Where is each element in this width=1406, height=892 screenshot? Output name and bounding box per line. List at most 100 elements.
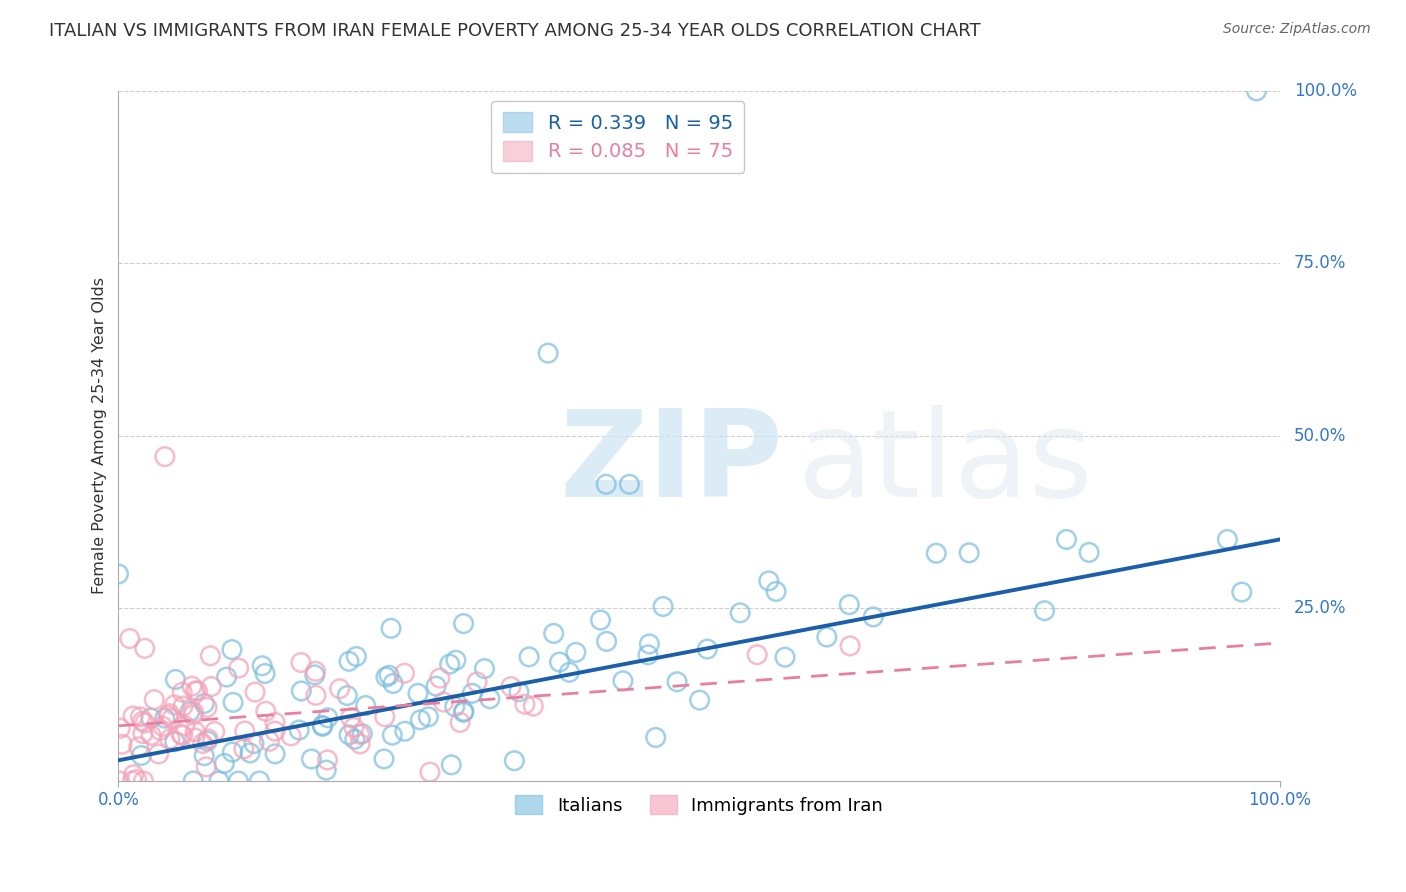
Point [156,708,179,723]
Point [425,679,447,693]
Point [301,752,323,766]
Point [128,739,150,754]
Point [122,768,145,782]
Point [343,732,366,747]
Point [499,680,522,694]
Text: ITALIAN VS IMMIGRANTS FROM IRAN FEMALE POVERTY AMONG 25-34 YEAR OLDS CORRELATION: ITALIAN VS IMMIGRANTS FROM IRAN FEMALE P… [49,22,981,40]
Point [765,584,787,599]
Point [215,670,238,684]
Point [337,728,360,742]
Point [184,684,207,698]
Point [638,637,661,651]
Point [184,724,207,739]
Point [339,711,361,725]
Point [595,634,617,648]
Point [153,711,176,725]
Point [264,747,287,761]
Point [131,748,153,763]
Point [644,731,666,745]
Point [181,679,204,693]
Point [440,757,463,772]
Point [111,737,134,751]
Text: atlas: atlas [797,405,1094,522]
Point [666,674,689,689]
Point [478,691,501,706]
Point [537,346,560,360]
Point [159,732,181,747]
Point [758,574,780,588]
Point [374,709,396,723]
Point [329,681,352,696]
Point [517,649,540,664]
Point [125,772,148,787]
Point [449,715,471,730]
Point [280,729,302,743]
Legend: Italians, Immigrants from Iran: Italians, Immigrants from Iran [506,787,891,823]
Point [163,698,186,712]
Point [453,706,475,720]
Point [343,721,366,735]
Point [1230,585,1253,599]
Point [139,711,162,725]
Point [433,695,456,709]
Point [508,685,530,699]
Point [304,668,326,682]
Point [197,731,219,746]
Text: Source: ZipAtlas.com: Source: ZipAtlas.com [1223,22,1371,37]
Point [419,765,441,780]
Point [316,711,339,725]
Point [195,700,218,714]
Point [543,626,565,640]
Point [181,774,204,789]
Point [1216,533,1239,547]
Point [183,705,205,719]
Point [290,684,312,698]
Point [382,676,405,690]
Point [311,718,333,732]
Point [1033,604,1056,618]
Point [352,727,374,741]
Point [394,724,416,739]
Point [1246,84,1268,98]
Point [728,606,751,620]
Text: 50.0%: 50.0% [1294,427,1346,445]
Point [548,655,571,669]
Point [172,698,194,713]
Point [957,546,980,560]
Point [200,648,222,663]
Point [925,546,948,560]
Point [453,616,475,631]
Point [139,728,162,742]
Point [122,709,145,723]
Point [652,599,675,614]
Point [443,699,465,714]
Point [214,756,236,771]
Point [689,693,711,707]
Point [815,630,838,644]
Point [143,692,166,706]
Point [336,689,359,703]
Point [315,763,337,777]
Point [589,613,612,627]
Point [503,754,526,768]
Point [232,742,254,756]
Point [118,632,141,646]
Point [522,699,544,714]
Point [838,598,860,612]
Point [153,450,176,464]
Point [163,735,186,749]
Point [108,774,131,789]
Point [195,760,218,774]
Point [172,728,194,742]
Point [243,685,266,699]
Point [290,656,312,670]
Point [193,748,215,763]
Point [170,727,193,741]
Point [373,752,395,766]
Point [1056,533,1078,547]
Point [165,673,187,687]
Point [121,774,143,789]
Point [193,697,215,711]
Point [200,680,222,694]
Point [149,723,172,738]
